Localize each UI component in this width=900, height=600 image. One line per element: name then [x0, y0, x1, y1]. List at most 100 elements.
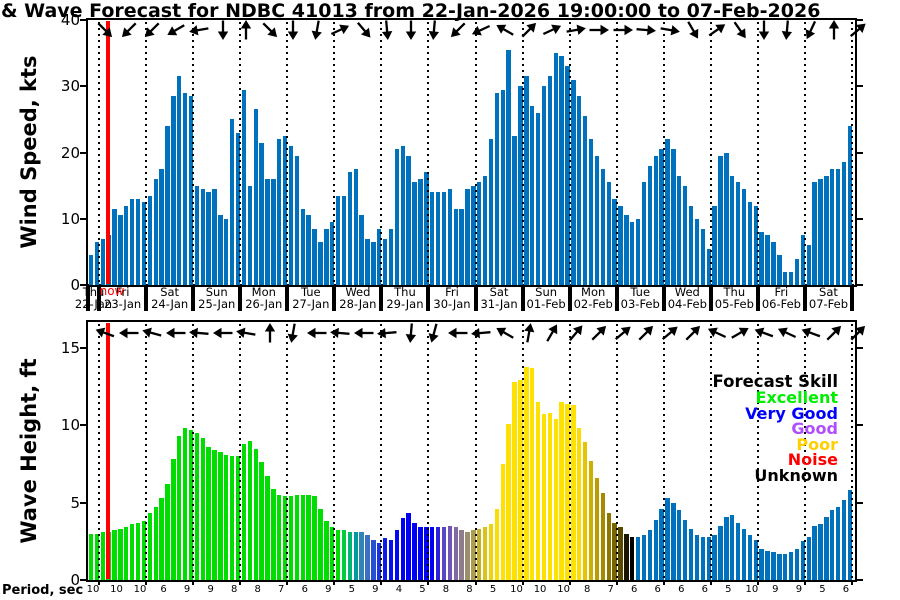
wave-xaxis-tick [803, 580, 806, 585]
wind-speed-bar [712, 205, 717, 285]
wind-direction-arrow [842, 15, 873, 46]
y-axis-title-wind: Wind Speed, kts [17, 55, 41, 249]
wave-xaxis-tick [286, 580, 289, 585]
wave-direction-arrow [375, 321, 399, 345]
wave-height-bar [165, 484, 170, 580]
wind-speed-bar [206, 192, 211, 285]
wind-direction-arrow [254, 14, 285, 45]
wind-direction-arrow [563, 17, 588, 42]
wind-speed-bar [518, 86, 523, 285]
wind-speed-bar [400, 145, 405, 285]
wind-speed-bar [177, 76, 182, 285]
wind-speed-bar [341, 195, 347, 285]
wave-height-bar [553, 419, 558, 580]
period-value: 6 [160, 584, 167, 595]
wind-speed-bar [577, 96, 582, 285]
day-label: Sun [535, 284, 558, 299]
wind-yaxis-label: 10 [60, 209, 80, 228]
day-label: Sat [819, 284, 838, 299]
wind-direction-arrow [89, 14, 120, 45]
wave-height-bar [741, 528, 747, 580]
wind-speed-bar [553, 53, 558, 285]
day-tick [567, 284, 572, 311]
period-value: 10 [557, 584, 570, 595]
wave-height-bar [482, 527, 488, 580]
wind-speed-bar [718, 155, 723, 285]
wave-height-bar [129, 524, 135, 580]
wind-speed-bar [594, 155, 600, 285]
wind-yaxis-tick [80, 284, 86, 286]
period-value: 9 [772, 584, 779, 595]
wind-yaxis-tick [80, 85, 86, 88]
wind-speed-bar [830, 169, 835, 285]
wind-speed-bar [471, 185, 476, 285]
wave-direction-arrow [819, 317, 850, 348]
wind-speed-bar [394, 149, 400, 285]
legend-entry-good: Good [791, 419, 838, 438]
day-gridline [145, 324, 148, 579]
wind-direction-arrow [725, 15, 756, 46]
wind-speed-bar [482, 175, 488, 285]
day-tick [379, 284, 384, 311]
day-tick [97, 284, 102, 311]
wave-height-bar [759, 549, 764, 580]
wind-direction-arrow [442, 14, 473, 45]
day-gridline [380, 324, 383, 579]
wind-speed-bar [659, 149, 664, 285]
wave-height-bar [571, 405, 576, 580]
now-line [106, 21, 110, 284]
wind-speed-bar [288, 145, 294, 285]
wave-height-bar [147, 513, 153, 580]
day-label: Thu [82, 284, 105, 299]
wave-height-bar [577, 428, 582, 580]
wave-xaxis-tick [145, 580, 148, 585]
wind-speed-bar [671, 149, 676, 285]
wave-height-bar [377, 542, 382, 580]
wave-xaxis-tick [662, 580, 665, 585]
wind-speed-bar [371, 241, 376, 285]
wind-speed-bar [806, 245, 811, 285]
day-gridline [615, 324, 618, 579]
wind-direction-arrow [422, 18, 446, 42]
wave-height-bar [818, 524, 823, 580]
wind-speed-bar [330, 222, 335, 285]
wind-yaxis-label: 30 [60, 77, 80, 96]
wave-xaxis-tick [98, 580, 101, 585]
wind-yaxis-tick [857, 217, 863, 220]
wind-yaxis-tick [857, 284, 863, 286]
wave-height-bar [277, 494, 282, 580]
wave-height-bar [618, 527, 623, 580]
wave-height-bar [312, 496, 317, 580]
wave-xaxis-tick [568, 580, 571, 585]
wave-direction-arrow [233, 320, 258, 345]
date-label: 23-Jan [104, 296, 142, 311]
wind-speed-bar [94, 241, 100, 285]
wave-height-bar [382, 538, 388, 580]
wind-speed-bar [359, 215, 364, 285]
wave-direction-arrow [353, 322, 375, 344]
wave-height-bar [747, 535, 753, 580]
wind-speed-bar [730, 175, 735, 285]
day-label: Sat [160, 284, 180, 299]
wind-yaxis-tick [80, 19, 86, 21]
day-tick [473, 284, 478, 311]
wave-direction-arrow [678, 317, 709, 348]
wave-height-bar [547, 412, 553, 580]
date-label: 01-Feb [526, 296, 566, 311]
wave-height-bar [535, 402, 541, 580]
wind-speed-bar [630, 222, 635, 285]
wave-height-bar [471, 530, 476, 580]
wave-height-bar [441, 527, 447, 580]
period-value: 9 [207, 584, 214, 595]
date-label: 27-Jan [292, 296, 330, 311]
wind-direction-arrow [588, 19, 610, 41]
wave-height-bar [453, 527, 458, 580]
wave-height-bar [541, 414, 547, 580]
wave-yaxis-tick [80, 501, 86, 504]
day-gridline [662, 324, 665, 579]
wind-direction-arrow [235, 19, 257, 41]
date-label: 04-Feb [667, 296, 707, 311]
wave-direction-arrow [537, 318, 567, 348]
wave-height-bar [135, 522, 141, 580]
wave-height-bar [459, 530, 464, 580]
